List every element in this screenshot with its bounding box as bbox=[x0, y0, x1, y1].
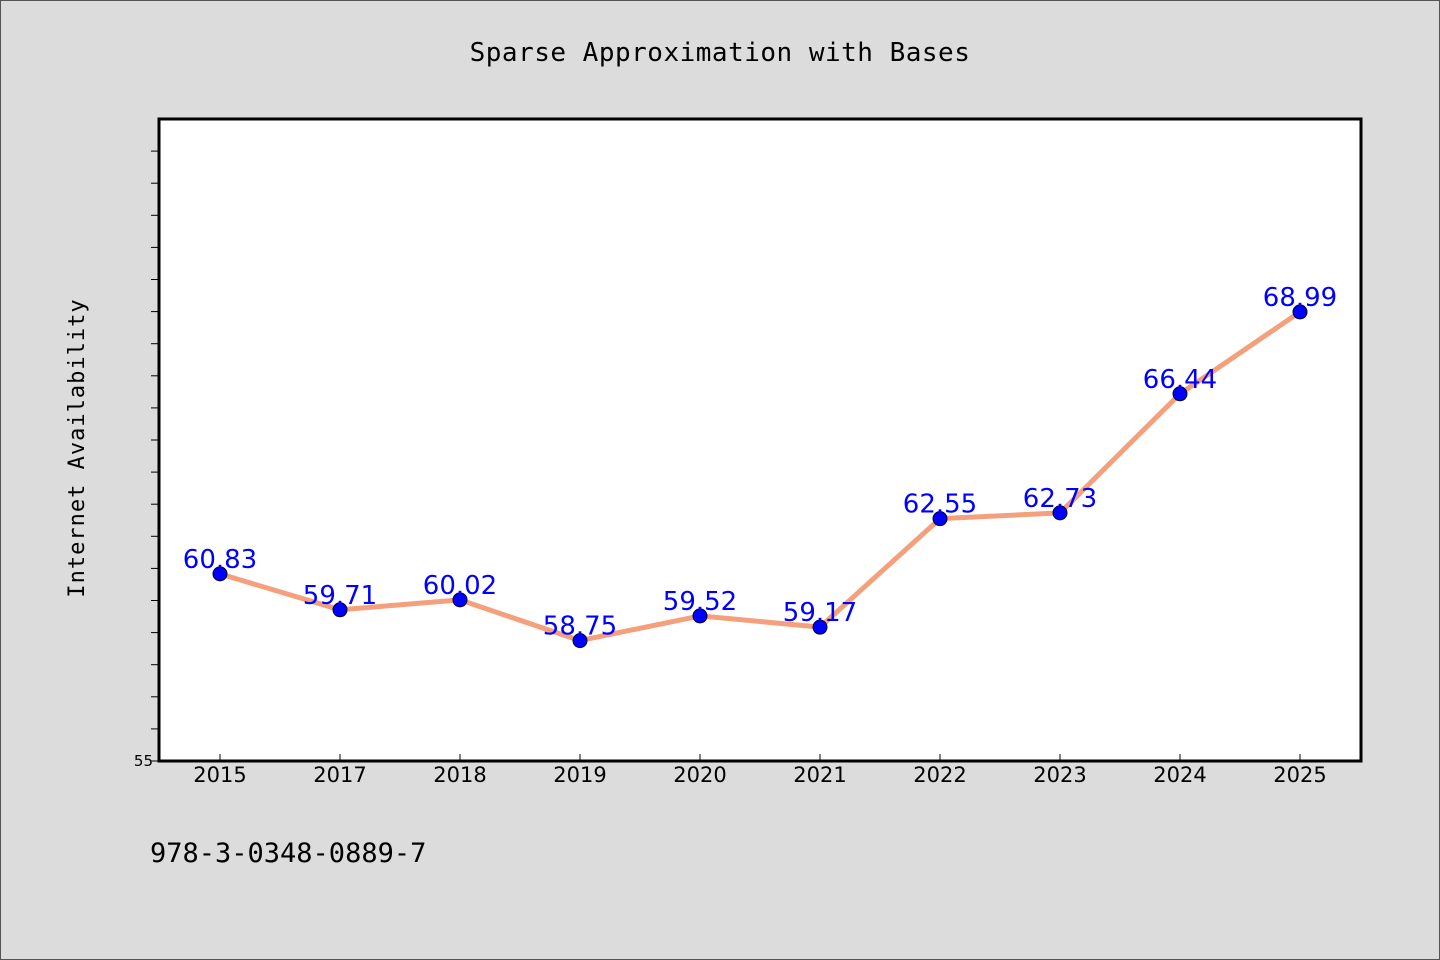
data-point bbox=[572, 633, 588, 649]
x-tick-label: 2017 bbox=[313, 763, 366, 787]
x-tick-label: 2022 bbox=[913, 763, 966, 787]
data-point bbox=[932, 511, 948, 527]
y-axis-ticks bbox=[151, 150, 159, 762]
footer-id-text: 978-3-0348-0889-7 bbox=[150, 838, 426, 869]
data-label: 62.55 bbox=[903, 490, 977, 520]
data-markers bbox=[212, 304, 1308, 649]
data-label: 68.99 bbox=[1263, 283, 1337, 313]
data-point bbox=[812, 619, 828, 635]
x-tick-label: 2021 bbox=[793, 763, 846, 787]
x-tick-label: 2015 bbox=[193, 763, 246, 787]
y-axis-label: Internet Availability bbox=[65, 298, 90, 597]
x-tick-label: 2023 bbox=[1033, 763, 1086, 787]
data-point bbox=[1292, 304, 1308, 320]
data-label: 58.75 bbox=[543, 612, 617, 642]
x-tick-label: 2024 bbox=[1153, 763, 1206, 787]
x-axis-ticks: 2015 2017 2018 2019 2020 2021 2022 2023 2024 2025 bbox=[193, 754, 1327, 787]
plot-area bbox=[157, 117, 1363, 763]
data-label: 60.02 bbox=[423, 571, 497, 601]
data-labels: 60.83 59.71 60.02 58.75 59.52 59.17 62.55 62.73… bbox=[183, 283, 1337, 642]
data-label: 60.83 bbox=[183, 545, 257, 575]
data-point bbox=[692, 608, 708, 624]
data-point bbox=[1172, 386, 1188, 402]
data-label: 59.17 bbox=[783, 598, 857, 628]
x-tick-label: 2020 bbox=[673, 763, 726, 787]
x-tick-label: 2025 bbox=[1273, 763, 1326, 787]
data-label: 59.71 bbox=[303, 581, 377, 611]
data-point bbox=[332, 602, 348, 618]
x-tick-label: 2019 bbox=[553, 763, 606, 787]
data-point bbox=[1052, 505, 1068, 521]
data-point bbox=[452, 592, 468, 608]
data-label: 62.73 bbox=[1023, 484, 1097, 514]
y-tick-label-min: 55 bbox=[134, 752, 153, 770]
x-tick-label: 2018 bbox=[433, 763, 486, 787]
data-point bbox=[212, 566, 228, 582]
data-label: 59.52 bbox=[663, 587, 737, 617]
data-label: 66.44 bbox=[1143, 365, 1217, 395]
series-line bbox=[217, 309, 1303, 644]
chart-title: Sparse Approximation with Bases bbox=[470, 38, 971, 68]
